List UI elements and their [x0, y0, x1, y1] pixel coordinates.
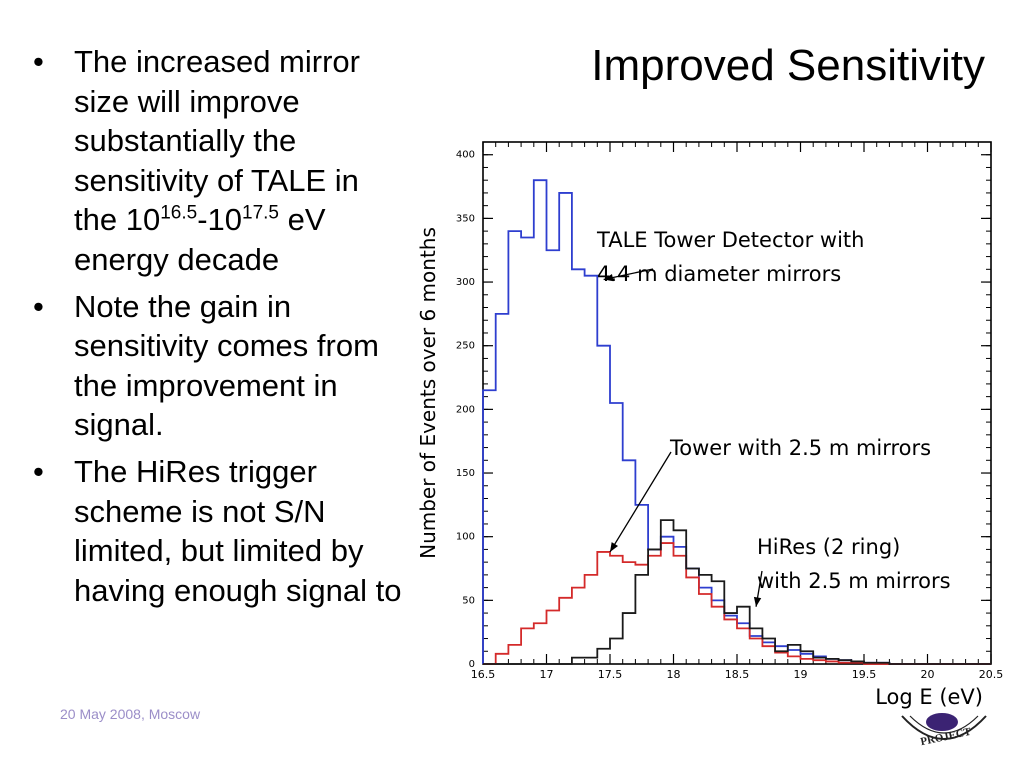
x-tick-label: 20.5 [979, 668, 1004, 681]
bullet-text: The HiRes trigger scheme is not S/N limi… [74, 453, 402, 608]
annotation-arrowhead [603, 273, 614, 282]
annotation-label: HiRes (2 ring) [757, 535, 900, 559]
annotation-arrowhead [610, 542, 619, 552]
annotation-label: with 2.5 m mirrors [757, 569, 951, 593]
footer-date: 20 May 2008, Moscow [60, 706, 201, 722]
x-tick-label: 19.5 [852, 668, 877, 681]
series-1-histogram [483, 542, 991, 665]
annotation-label: Tower with 2.5 m mirrors [669, 436, 931, 460]
y-tick-label: 300 [456, 277, 475, 288]
x-tick-label: 19 [794, 668, 808, 681]
bullet-text: Note the gain in sensitivity comes from … [74, 288, 379, 443]
bullet-item: • The increased mirror size will improve … [22, 42, 402, 280]
x-tick-label: 18 [667, 668, 681, 681]
y-tick-label: 50 [462, 595, 475, 606]
histogram-chart: 16.5 17 17.5 18 18.5 19 19.5 20 20.5 0 50 100 150 200… [416, 141, 1004, 709]
annotation-arrowhead [753, 596, 762, 607]
bullet-dot: • [33, 453, 44, 489]
annotation-label: 4.4 m diameter mirrors [597, 262, 841, 286]
slide-title: Improved Sensitivity [591, 41, 985, 90]
y-tick-label: 200 [456, 404, 475, 415]
bullet-item: • The HiRes trigger scheme is not S/N lim… [22, 452, 402, 610]
y-tick-label: 350 [456, 213, 475, 224]
bullet-dot: • [33, 44, 44, 79]
y-tick-label: 250 [456, 341, 475, 352]
x-tick-label: 16.5 [471, 668, 496, 681]
y-axis-label: Number of Events over 6 months [416, 227, 440, 559]
annotation-arrow [609, 451, 672, 553]
bullet-text: The increased mirror size will improve s… [74, 44, 360, 277]
x-tick-label: 17 [540, 668, 554, 681]
bullet-item: • Note the gain in sensitivity comes from… [22, 287, 402, 445]
y-tick-label: 0 [469, 659, 475, 670]
project-logo: PROJECT [901, 713, 987, 748]
x-tick-label: 17.5 [598, 668, 623, 681]
bullet-list: • The increased mirror size will improve … [22, 42, 402, 617]
bullet-dot: • [33, 288, 44, 324]
y-tick-label: 150 [456, 468, 475, 479]
annotation-label: TALE Tower Detector with [596, 228, 864, 252]
x-axis-label: Log E (eV) [875, 685, 983, 709]
x-tick-label: 18.5 [725, 668, 750, 681]
series-2-histogram [483, 519, 991, 665]
y-tick-label: 100 [456, 532, 475, 543]
y-tick-label: 400 [456, 150, 475, 161]
x-tick-label: 20 [921, 668, 935, 681]
